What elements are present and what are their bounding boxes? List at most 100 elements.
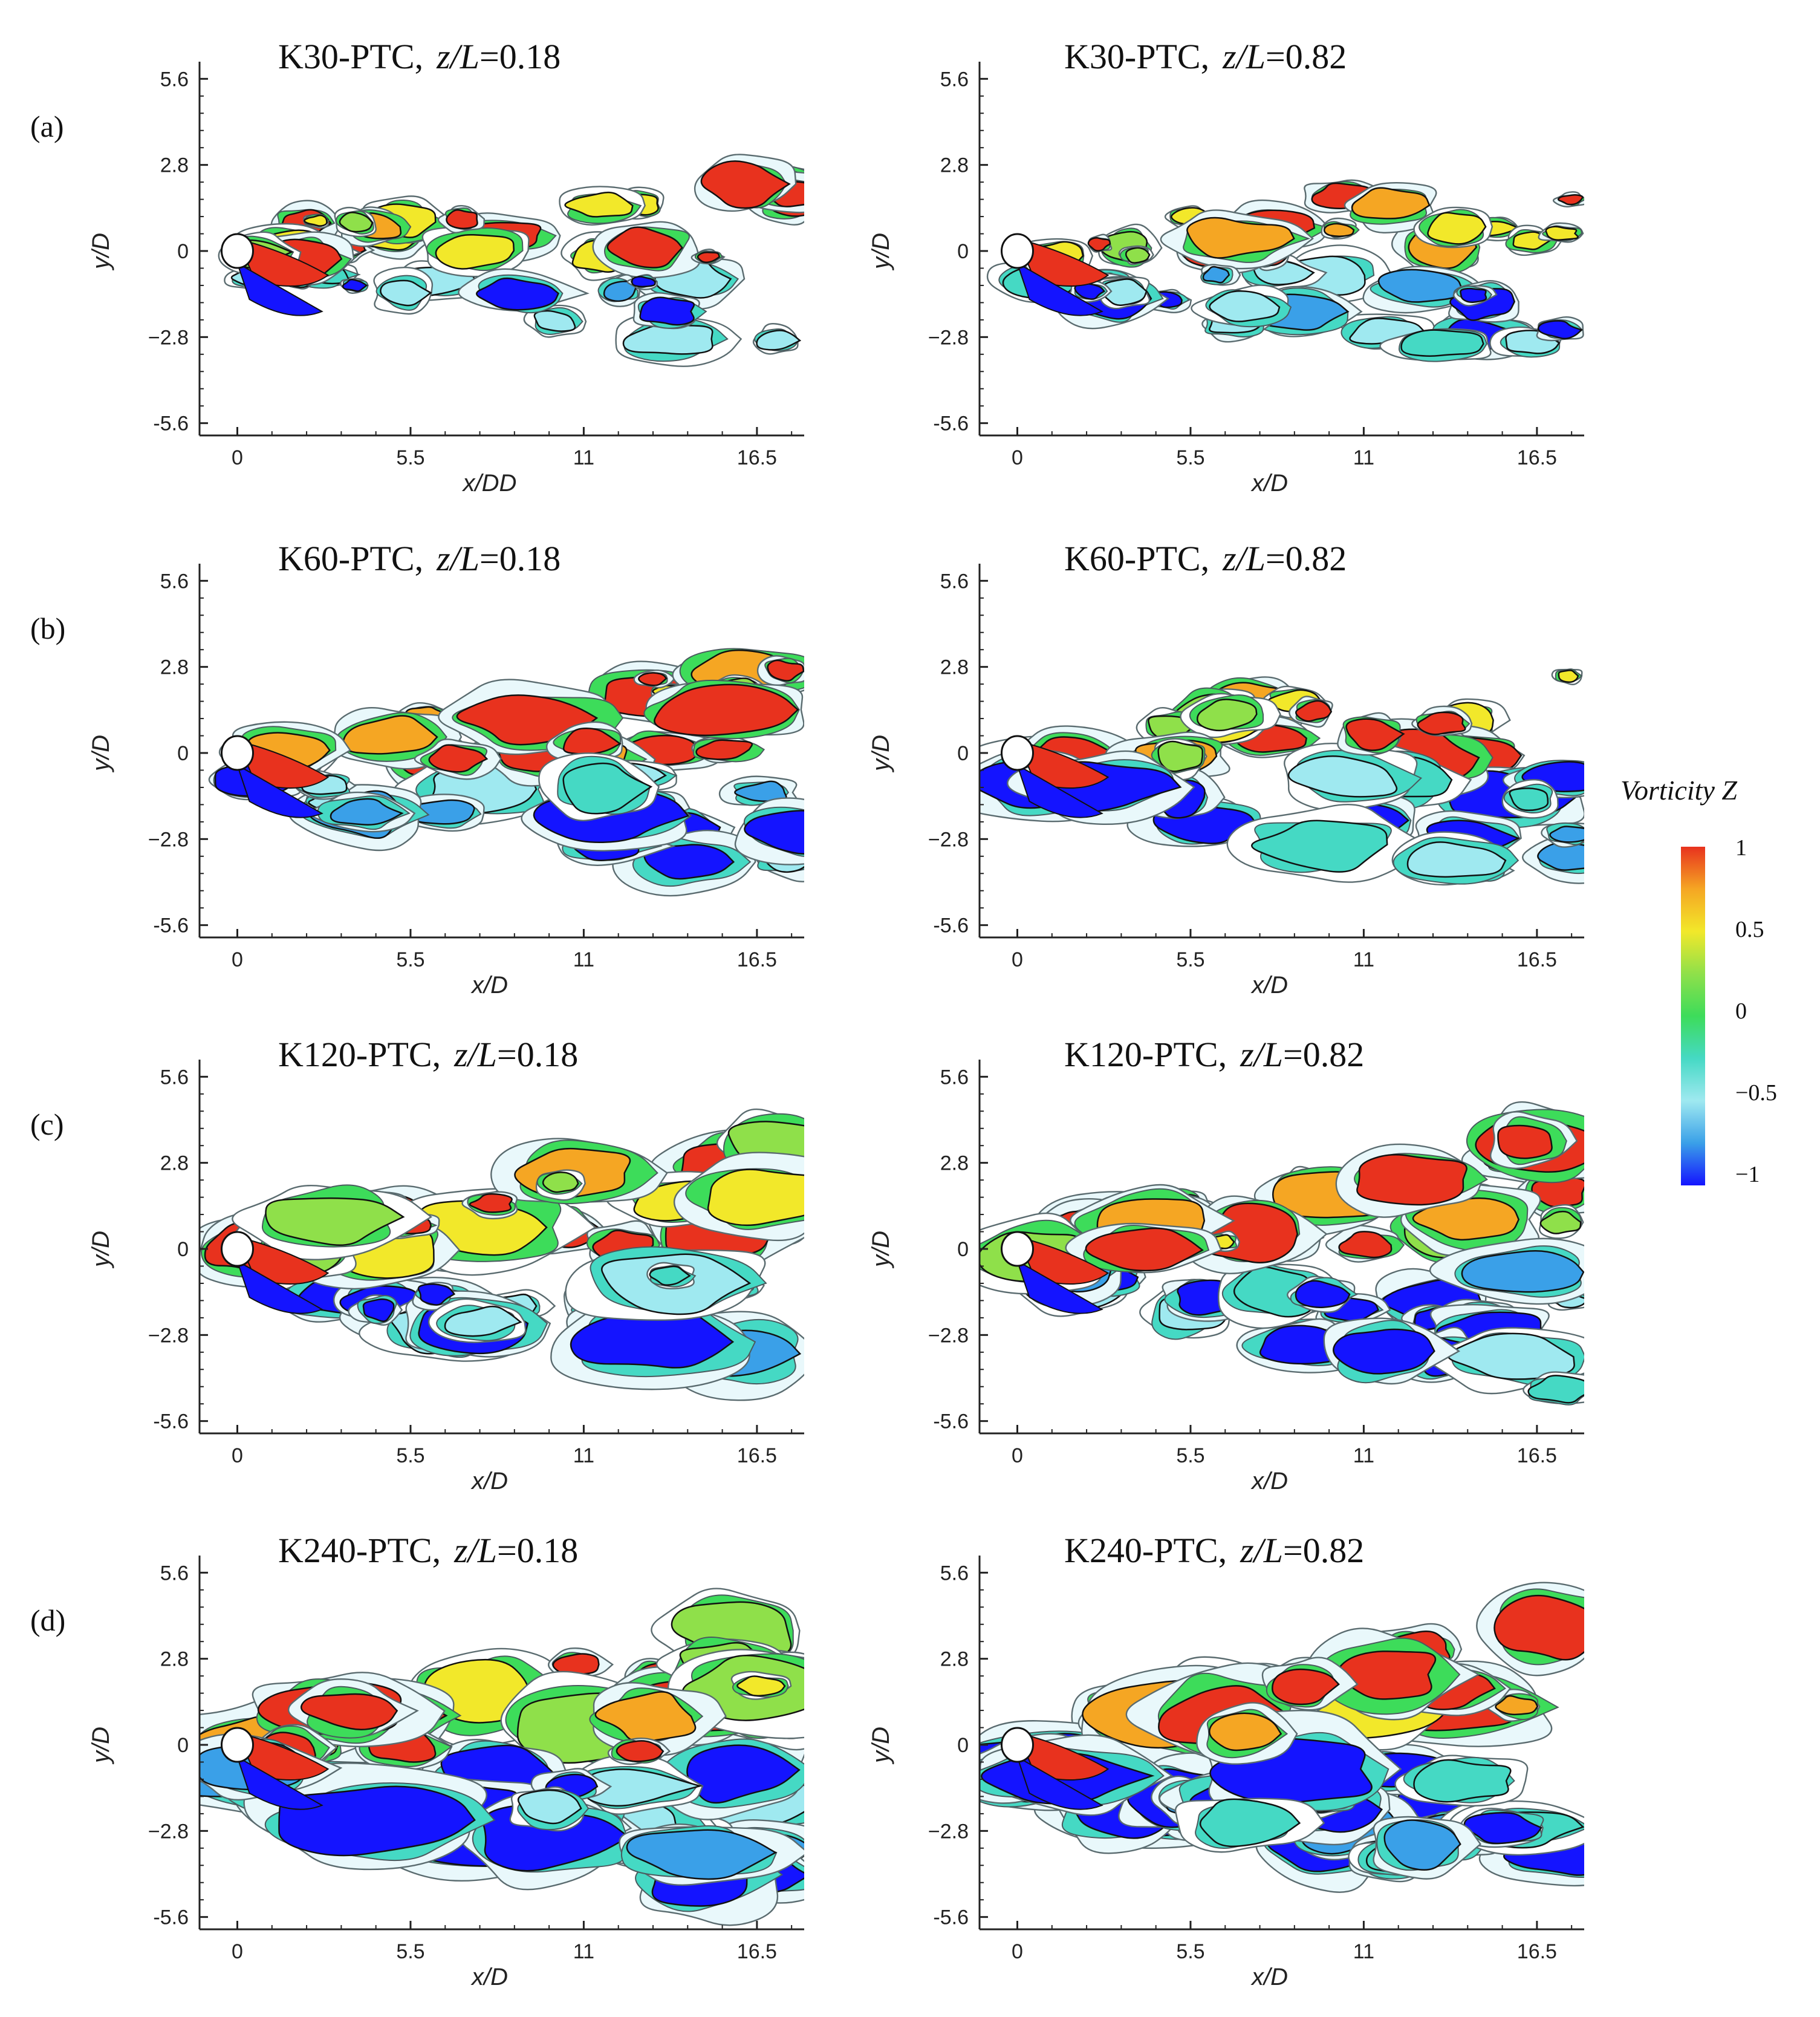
vortex-core [1383,1819,1461,1871]
panel-svg: 5.6 2.8 0 −2.8 -5.6 0 5.5 11 16.5 x/D y/D [868,62,1584,496]
panel-z-value: 0.82 [1285,539,1347,578]
cylinder [221,1727,254,1763]
vorticity-panel: K60-PTC, z/L=0.18 5.6 2.8 0 −2.8 -5.6 0 5.5 11 16.… [24,538,810,998]
x-tick-label: 5.5 [1176,1940,1204,1963]
y-tick-label: 2.8 [160,656,189,679]
colorbar-tick-label: −0.5 [1735,1080,1777,1106]
x-tick-label: 11 [1353,948,1374,971]
vortex-core [1412,1197,1520,1241]
shear-layer-upper [1016,1732,1110,1781]
y-tick-label: 0 [177,1734,189,1757]
x-axis-label: x/DD [462,470,517,496]
vortex-core [1323,223,1355,238]
vorticity-field [980,1582,1584,1893]
vorticity-field [986,179,1584,362]
vortex-core [1427,212,1487,245]
colorbar-tick-label: 1 [1735,835,1747,861]
vortex-core [339,211,374,233]
vortex-core [1074,282,1106,300]
cylinder [221,735,254,771]
vortex-core [767,659,804,682]
panel-equals: = [497,1531,517,1570]
shear-layer-lower [1016,1755,1103,1810]
panel-equals: = [497,1035,517,1074]
vortex-core [1209,290,1281,322]
vortex-core [736,1675,786,1697]
panel-title: K30-PTC, z/L=0.82 [1064,36,1347,77]
x-tick-label: 0 [232,446,243,469]
panel-equals: = [1283,1531,1303,1570]
panel-equals: = [479,539,499,578]
y-tick-label: 5.6 [160,570,189,593]
vorticity-panel: K60-PTC, z/L=0.82 5.6 2.8 0 −2.8 -5.6 0 5.5 11 16.… [804,538,1590,998]
shear-layer-upper [236,1236,330,1285]
panel-z-label: z/L [454,1035,498,1074]
vortex-core [562,762,653,815]
panel-title-sep: , [414,37,424,76]
x-tick-label: 5.5 [1176,948,1204,971]
vortex-core [362,1298,395,1322]
vortex-core [1186,217,1295,259]
vortex-core [1085,1227,1204,1272]
x-tick-label: 11 [1353,1940,1374,1963]
vorticity-panel: K120-PTC, z/L=0.82 5.6 2.8 0 −2.8 -5.6 0 5.5 11 16… [804,1034,1590,1494]
panel-svg: 5.6 2.8 0 −2.8 -5.6 0 5.5 11 16.5 x/D y/D [868,564,1584,998]
x-tick-label: 16.5 [1517,1940,1557,1963]
vortex-core [616,1740,665,1762]
vortex-core [697,252,720,264]
colorbar-tick-label: 0.5 [1735,917,1764,942]
panel-title-sep: , [432,1531,441,1570]
vortex-core [1272,1668,1340,1706]
x-tick-label: 5.5 [396,1940,424,1963]
y-tick-label: -5.6 [933,412,969,435]
panel-z-value: 0.18 [499,539,561,578]
vortex-core [638,672,668,686]
vortex-core [707,1168,804,1227]
vortex-core [1125,247,1151,264]
y-tick-label: 5.6 [160,1066,189,1089]
vorticity-field [980,1101,1584,1406]
y-tick-label: 5.6 [940,570,969,593]
y-tick-label: 2.8 [160,1648,189,1671]
panel-equals: = [1283,1035,1303,1074]
shear-layer-lower [236,763,323,818]
x-axis-label: x/D [470,1468,508,1494]
x-tick-label: 0 [1012,1940,1023,1963]
panel-z-label: z/L [1240,1035,1284,1074]
x-tick-label: 0 [232,948,243,971]
colorbar-tick-label: −1 [1735,1162,1760,1187]
panel-title: K240-PTC, z/L=0.82 [1064,1530,1364,1571]
x-tick-label: 5.5 [396,446,424,469]
panel-z-label: z/L [454,1531,498,1570]
vortex-core [1199,1798,1301,1848]
x-tick-label: 5.5 [396,1444,424,1467]
vortex-core [603,280,637,302]
vortex-core [1493,1594,1584,1661]
vortex-core [1202,266,1230,284]
panel-z-value: 0.18 [499,37,561,76]
vortex-core [417,1283,456,1306]
x-axis-label: x/D [1250,470,1288,496]
y-tick-label: -5.6 [933,1906,969,1929]
vortex-core [1539,1210,1582,1234]
panel-case: K60-PTC [1064,539,1201,578]
colorbar-gradient [1681,847,1705,1185]
vortex-core [1545,226,1579,241]
y-tick-label: -5.6 [153,412,189,435]
vortex-core [1400,329,1484,357]
colorbar-title: Vorticity Z [1620,775,1737,806]
vortex-core [1537,320,1583,340]
panel-title: K60-PTC, z/L=0.18 [278,538,561,579]
y-tick-label: −2.8 [928,1324,969,1347]
y-tick-label: 0 [957,1238,969,1261]
x-axis-label: x/D [470,972,508,998]
vortex-core [1157,740,1203,772]
cylinder [1001,735,1034,771]
shear-layer-upper [236,1732,330,1781]
y-tick-label: -5.6 [933,1410,969,1433]
x-tick-label: 11 [1353,1444,1374,1467]
x-tick-label: 5.5 [1176,446,1204,469]
y-tick-label: 2.8 [940,1648,969,1671]
x-tick-label: 0 [1012,446,1023,469]
vortex-core [606,226,683,269]
